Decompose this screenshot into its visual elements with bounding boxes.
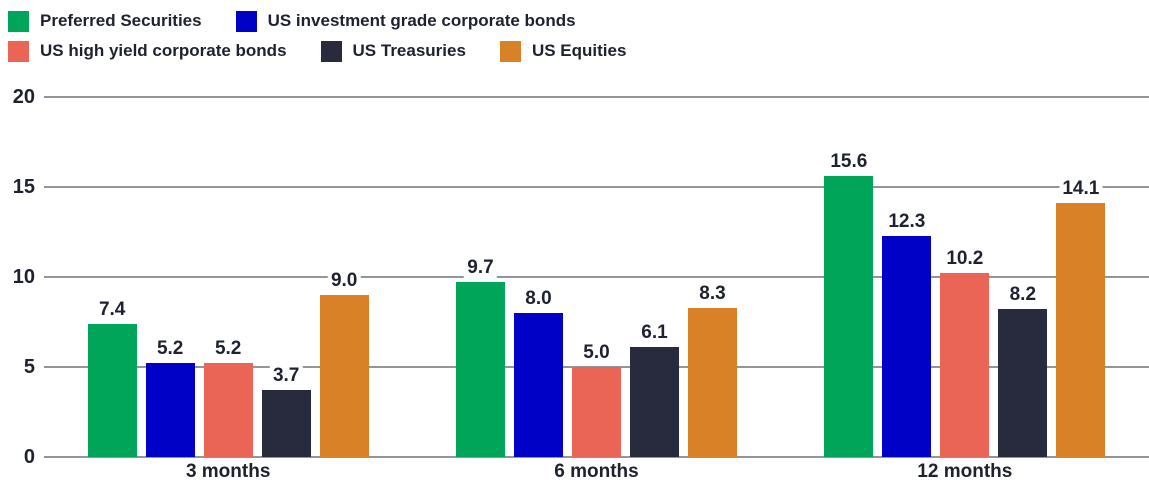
bar-6-months-us-high-yield-corporate-bonds: 5.0 — [571, 341, 621, 457]
bar-value-3-months-us-equities: 9.0 — [327, 269, 361, 292]
bar-3-months-preferred-securities: 7.4 — [87, 297, 137, 457]
bar-12-months-us-investment-grade-corporate-bonds: 12.3 — [882, 209, 932, 457]
legend-item-us-investment-grade-corporate-bonds: US investment grade corporate bonds — [235, 10, 576, 32]
legend-label-preferred-securities: Preferred Securities — [40, 11, 202, 30]
bar-6-months-preferred-securities: 9.7 — [455, 256, 505, 457]
x-axis-label-6-months: 6 months — [554, 461, 639, 482]
legend-item-us-treasuries: US Treasuries — [320, 40, 466, 62]
y-tick-label-0: 0 — [23, 446, 35, 468]
bar-6-months-us-investment-grade-corporate-bonds: 8.0 — [513, 287, 563, 457]
legend-item-preferred-securities: Preferred Securities — [8, 10, 202, 32]
bar-value-6-months-us-equities: 8.3 — [696, 281, 729, 305]
legend-label-us-treasuries: US Treasuries — [352, 41, 466, 60]
legend-label-us-high-yield-corporate-bonds: US high yield corporate bonds — [40, 41, 287, 60]
bar-value-3-months-us-high-yield-corporate-bonds: 5.2 — [211, 337, 245, 361]
legend-label-us-investment-grade-corporate-bonds: US investment grade corporate bonds — [267, 11, 576, 30]
x-axis-label-12-months: 12 months — [917, 461, 1013, 482]
y-tick-label-10: 10 — [12, 266, 35, 288]
bar-value-6-months-us-treasuries: 6.1 — [638, 321, 671, 345]
gridline-0 — [44, 456, 1149, 458]
bar-group-6-months: 9.7 8.0 5.0 6.1 8.3 — [412, 97, 780, 457]
bar-value-12-months-us-treasuries: 8.2 — [1006, 283, 1040, 307]
bar-value-6-months-preferred-securities: 9.7 — [464, 256, 497, 280]
y-tick-label-20: 20 — [12, 86, 35, 108]
legend-row-1: Preferred Securities US investment grade … — [8, 6, 626, 36]
bar-12-months-us-high-yield-corporate-bonds: 10.2 — [940, 247, 990, 457]
legend-swatch-us-treasuries — [320, 40, 342, 62]
bar-6-months-us-equities: 8.3 — [687, 281, 737, 457]
bar-value-12-months-us-investment-grade-corporate-bonds: 12.3 — [885, 209, 929, 233]
y-tick-label-15: 15 — [12, 176, 35, 198]
bar-12-months-preferred-securities: 15.6 — [824, 150, 874, 457]
bar-value-3-months-us-treasuries: 3.7 — [269, 364, 303, 388]
gridline-10 — [44, 276, 1149, 278]
legend-item-us-equities: US Equities — [499, 40, 627, 62]
legend-swatch-preferred-securities — [8, 10, 29, 32]
bar-value-12-months-preferred-securities: 15.6 — [827, 150, 871, 174]
legend-item-us-high-yield-corporate-bonds: US high yield corporate bonds — [8, 40, 287, 62]
bar-groups: 7.4 5.2 5.2 3.7 9.0 9.7 8.0 5.0 6.1 8.3 15.6 12.3 10… — [44, 97, 1149, 457]
legend-swatch-us-investment-grade-corporate-bonds — [235, 10, 257, 32]
legend-label-us-equities: US Equities — [531, 41, 627, 60]
bar-12-months-us-treasuries: 8.2 — [998, 283, 1048, 457]
bar-3-months-us-equities: 9.0 — [319, 269, 369, 457]
bar-value-6-months-us-investment-grade-corporate-bonds: 8.0 — [522, 287, 555, 310]
bar-group-3-months: 7.4 5.2 5.2 3.7 9.0 — [44, 97, 412, 457]
gridline-15 — [44, 186, 1149, 188]
y-axis-labels: 0 5 10 15 20 — [0, 86, 35, 468]
bar-3-months-us-treasuries: 3.7 — [261, 364, 311, 457]
x-axis-labels: 3 months 6 months 12 months — [44, 461, 1149, 483]
bar-group-12-months: 15.6 12.3 10.2 8.2 14.1 — [781, 97, 1149, 457]
bar-3-months-us-investment-grade-corporate-bonds: 5.2 — [145, 337, 195, 457]
legend-swatch-us-high-yield-corporate-bonds — [8, 40, 29, 62]
gridline-20 — [44, 96, 1149, 98]
bar-12-months-us-equities: 14.1 — [1056, 177, 1106, 457]
bar-value-3-months-us-investment-grade-corporate-bonds: 5.2 — [153, 337, 187, 361]
bar-value-12-months-us-high-yield-corporate-bonds: 10.2 — [943, 247, 987, 271]
bar-value-3-months-preferred-securities: 7.4 — [95, 297, 129, 321]
bar-6-months-us-treasuries: 6.1 — [629, 321, 679, 457]
plot-area: 7.4 5.2 5.2 3.7 9.0 9.7 8.0 5.0 6.1 8.3 15.6 12.3 10… — [44, 96, 1149, 458]
legend-swatch-us-equities — [499, 40, 521, 62]
y-tick-label-5: 5 — [23, 356, 35, 378]
bar-3-months-us-high-yield-corporate-bonds: 5.2 — [203, 337, 253, 457]
chart-legend: Preferred Securities US investment grade … — [8, 6, 626, 66]
bar-value-6-months-us-high-yield-corporate-bonds: 5.0 — [580, 341, 613, 364]
x-axis-label-3-months: 3 months — [185, 461, 271, 482]
bar-value-12-months-us-equities: 14.1 — [1059, 177, 1103, 201]
legend-row-2: US high yield corporate bonds US Treasuri… — [8, 36, 626, 66]
